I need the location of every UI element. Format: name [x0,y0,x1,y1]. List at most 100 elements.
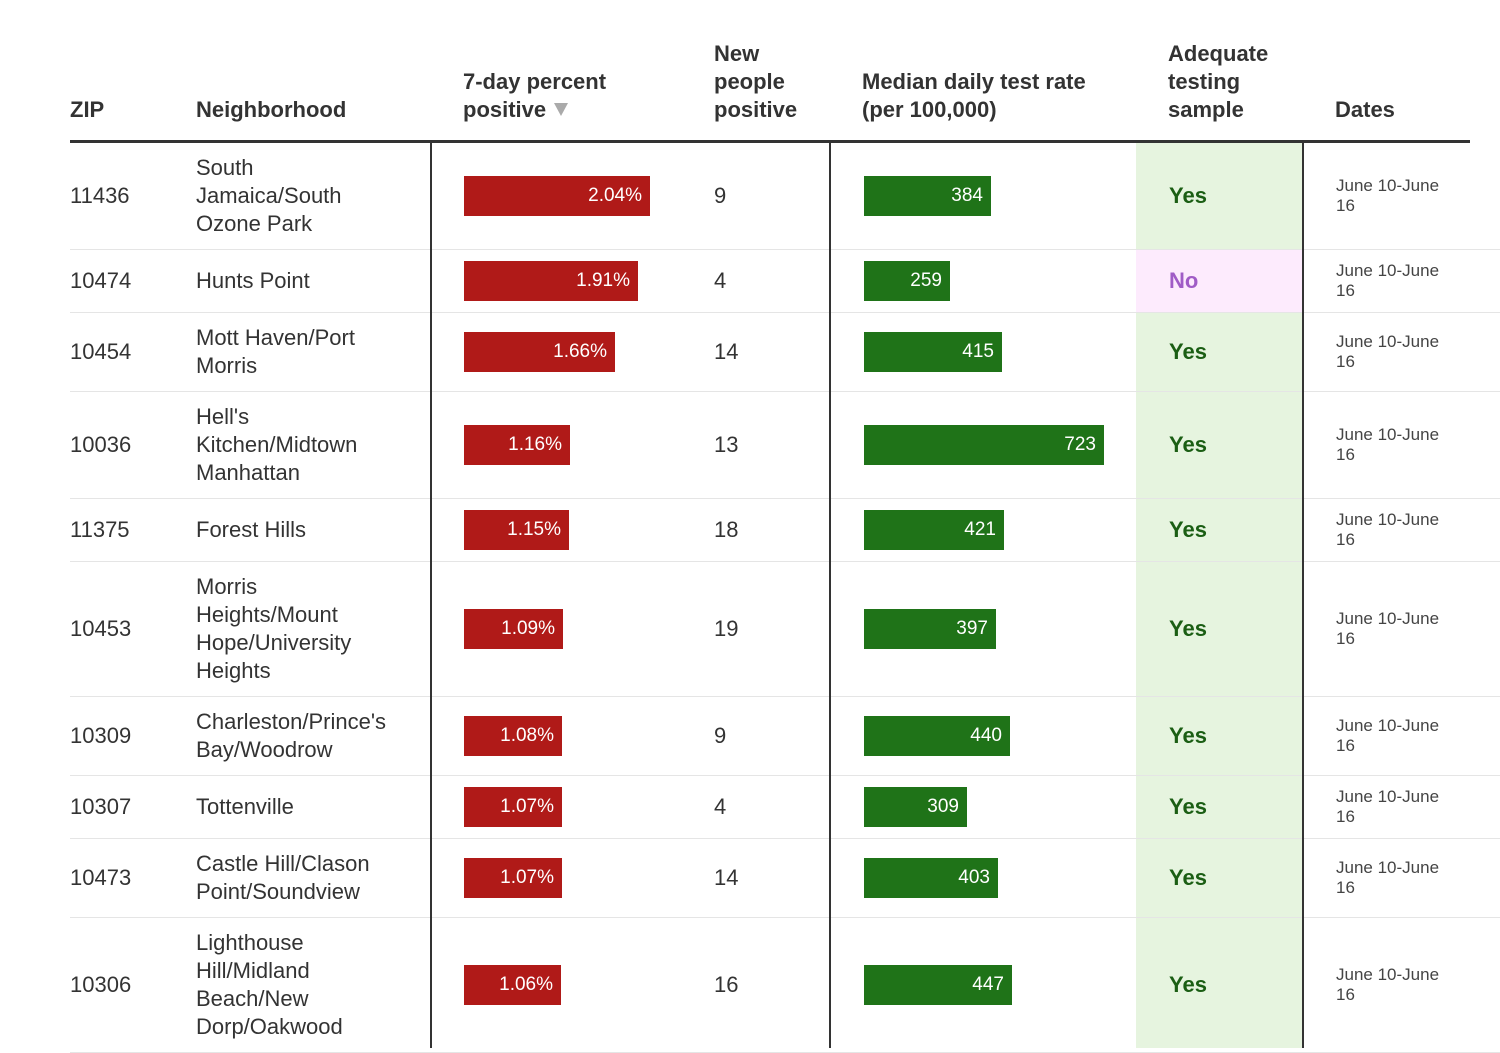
test-rate-bar: 259 [864,261,950,301]
table-row[interactable]: 10453 Morris Heights/Mount Hope/University H… [0,562,1500,697]
dates-line: 16 [1336,445,1355,464]
neighborhood-cell: South Jamaica/South Ozone Park [196,143,430,249]
neighborhood-line: Jamaica/South [196,183,342,208]
table-header: ZIP Neighborhood 7-day percent positive … [0,0,1500,143]
dates-cell: June 10-June 16 [1304,839,1470,917]
table-row[interactable]: 11436 South Jamaica/South Ozone Park 2.04% 9 3… [0,143,1500,250]
table-row[interactable]: 10306 Lighthouse Hill/Midland Beach/New Dorp… [0,918,1500,1053]
table-row[interactable]: 10036 Hell's Kitchen/Midtown Manhattan 1.16%… [0,392,1500,499]
percent-positive-cell: 1.07% [464,776,562,838]
test-rate-bar: 723 [864,425,1104,465]
dates-line: June 10-June [1336,965,1440,984]
adequate-sample-value: Yes [1169,865,1207,890]
neighborhood-line: Hope/University [196,630,352,655]
new-positive-value: 9 [714,183,727,208]
zip-value: 10473 [70,865,132,890]
percent-positive-label: 2.04% [588,185,642,206]
percent-positive-label: 1.06% [499,974,553,995]
test-rate-cell: 415 [864,313,1002,391]
test-rate-cell: 440 [864,697,1010,775]
percent-positive-cell: 1.66% [464,313,615,391]
neighborhood-cell: Morris Heights/Mount Hope/University Height… [196,562,430,696]
neighborhood-cell: Mott Haven/Port Morris [196,313,430,391]
table-row[interactable]: 10474 Hunts Point 1.91% 4 259 No June 10-June 1… [0,250,1500,313]
header-percent-positive[interactable]: 7-day percent positive [463,68,663,124]
neighborhood-line: Castle Hill/Clason [196,851,370,876]
adequate-sample-cell: Yes [1136,562,1302,696]
new-positive-value: 9 [714,723,727,748]
neighborhood-line: Tottenville [196,794,294,819]
neighborhood-line: Ozone Park [196,211,313,236]
dates-line: 16 [1336,352,1355,371]
zip-cell: 11436 [70,143,190,249]
neighborhood-cell: Hunts Point [196,250,430,312]
percent-positive-bar: 1.07% [464,787,562,827]
new-positive-value: 16 [714,972,739,997]
percent-positive-bar: 1.07% [464,858,562,898]
percent-positive-label: 1.09% [501,618,555,639]
dates-value: June 10-June 16 [1304,609,1456,649]
dates-line: June 10-June [1336,716,1440,735]
header-test-rate[interactable]: Median daily test rate (per 100,000) [862,68,1122,124]
header-adq-line3: sample [1168,97,1244,122]
table-row[interactable]: 10309 Charleston/Prince's Bay/Woodrow 1.08%… [0,697,1500,776]
new-positive-cell: 4 [714,250,829,312]
table-row[interactable]: 10307 Tottenville 1.07% 4 309 Yes June 10-June… [0,776,1500,839]
dates-line: 16 [1336,985,1355,1004]
neighborhood-line: Heights/Mount [196,602,338,627]
header-zip[interactable]: ZIP [70,97,105,122]
test-rate-label: 403 [958,867,990,888]
dates-line: 16 [1336,878,1355,897]
adequate-sample-cell: Yes [1136,697,1302,775]
zip-value: 11375 [70,517,130,542]
dates-line: 16 [1336,196,1355,215]
neighborhood-line: South [196,155,254,180]
column-divider [1302,143,1304,1048]
header-adequate-sample[interactable]: Adequate testing sample [1168,40,1298,124]
percent-positive-label: 1.91% [576,270,630,291]
table-body: 11436 South Jamaica/South Ozone Park 2.04% 9 3… [0,143,1500,1053]
neighborhood-line: Bay/Woodrow [196,737,333,762]
header-adq-line1: Adequate [1168,41,1269,66]
header-percent-line2-wrap: positive [463,96,663,124]
header-percent-line1: 7-day percent [463,69,607,94]
adequate-sample-cell: Yes [1136,313,1302,391]
adequate-sample-cell: Yes [1136,776,1302,838]
zip-cell: 10036 [70,392,190,498]
adequate-sample-value: Yes [1169,972,1207,997]
percent-positive-bar: 1.09% [464,609,563,649]
test-rate-bar: 440 [864,716,1010,756]
header-adq-line2: testing [1168,69,1241,94]
test-rate-bar: 421 [864,510,1004,550]
neighborhood-name: Castle Hill/Clason Point/Soundview [196,850,380,906]
table-row[interactable]: 11375 Forest Hills 1.15% 18 421 Yes June 10-Ju… [0,499,1500,562]
neighborhood-line: Morris [196,353,258,378]
test-rate-cell: 421 [864,499,1004,561]
adequate-sample-value: Yes [1169,517,1207,542]
percent-positive-cell: 1.09% [464,562,563,696]
zip-value: 10306 [70,972,132,997]
neighborhood-line: Hunts Point [196,268,310,293]
neighborhood-name: Charleston/Prince's Bay/Woodrow [196,708,396,764]
dates-cell: June 10-June 16 [1304,918,1470,1052]
dates-line: June 10-June [1336,332,1440,351]
dates-cell: June 10-June 16 [1304,562,1470,696]
table-row[interactable]: 10454 Mott Haven/Port Morris 1.66% 14 415 Yes J… [0,313,1500,392]
zip-cell: 10453 [70,562,190,696]
neighborhood-line: Morris [196,574,258,599]
adequate-sample-cell: Yes [1136,918,1302,1052]
sort-descending-icon[interactable] [554,102,569,116]
header-dates[interactable]: Dates [1335,97,1395,122]
percent-positive-cell: 1.08% [464,697,562,775]
test-rate-bar: 397 [864,609,996,649]
header-neighborhood[interactable]: Neighborhood [196,97,347,122]
header-new-positive[interactable]: New people positive [714,40,814,124]
dates-value: June 10-June 16 [1304,858,1456,898]
test-rate-cell: 723 [864,392,1104,498]
neighborhood-cell: Hell's Kitchen/Midtown Manhattan [196,392,430,498]
neighborhood-cell: Charleston/Prince's Bay/Woodrow [196,697,430,775]
percent-positive-label: 1.66% [553,341,607,362]
percent-positive-cell: 1.15% [464,499,569,561]
percent-positive-cell: 1.91% [464,250,638,312]
table-row[interactable]: 10473 Castle Hill/Clason Point/Soundview 1.… [0,839,1500,918]
